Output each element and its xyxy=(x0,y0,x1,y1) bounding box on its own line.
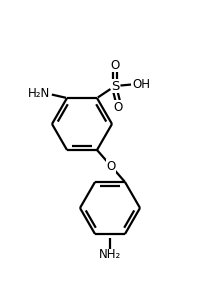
Text: O: O xyxy=(113,101,123,114)
Text: O: O xyxy=(110,59,120,72)
Text: NH₂: NH₂ xyxy=(99,247,121,260)
Text: OH: OH xyxy=(132,78,150,91)
Text: S: S xyxy=(111,80,119,93)
Text: O: O xyxy=(106,160,116,173)
Text: H₂N: H₂N xyxy=(28,86,50,99)
